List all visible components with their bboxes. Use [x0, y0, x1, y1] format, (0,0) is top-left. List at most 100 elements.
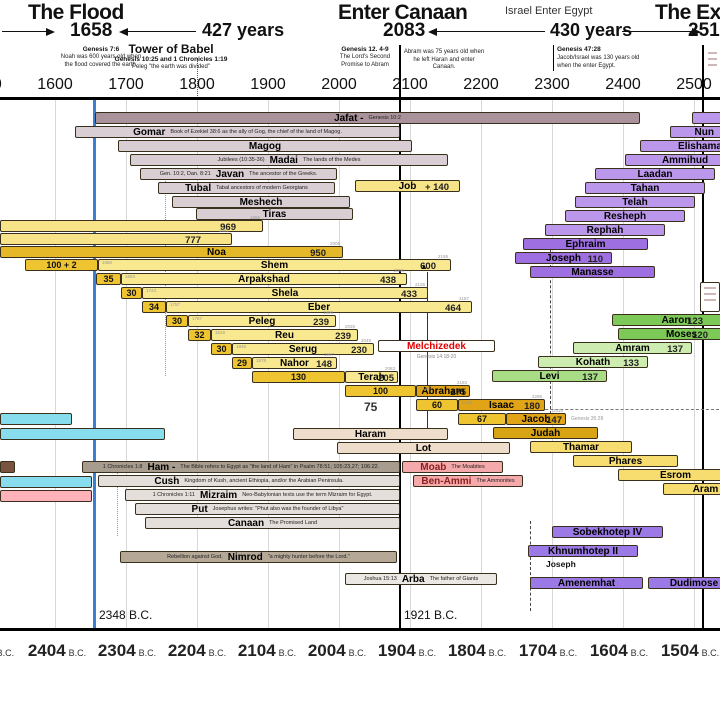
- bar-shem-tiny-start-date: 1660: [102, 260, 113, 265]
- bar-amram-value: 137: [667, 344, 683, 355]
- bar-levi-label: Levi: [539, 370, 560, 382]
- bar-tiras-label: Tiras: [262, 208, 287, 220]
- canaan-note-1: The Lord's Second Promise to Abram: [339, 54, 391, 68]
- bar-ammihud-label: Ammihud: [661, 154, 709, 166]
- bar-mizraim-right-note: Neo-Babylonian texts use the term Mizrai…: [242, 492, 373, 498]
- bar-javan-right-note: The ancestor of the Greeks.: [249, 171, 318, 177]
- bar-arpakshad-tiny-start-date: 1693: [125, 274, 136, 279]
- exodus-arrow: [622, 31, 692, 32]
- bar-reu-label: Reu: [275, 329, 294, 341]
- bar-abraham-value: 175: [450, 387, 466, 398]
- bar-rephah: Rephah: [545, 224, 665, 236]
- canaan-year: 2083: [383, 20, 426, 41]
- bar-nimrod: Rebellion against God. Nimrod "a mighty hu…: [120, 551, 397, 563]
- bar-levi: Levi 137: [492, 370, 607, 383]
- bar-moab-right-note: The Moabites: [451, 464, 485, 470]
- axis-bottom-suffix: B.C.: [418, 648, 437, 658]
- axis-top-tick-2200: 2200: [463, 76, 499, 93]
- bar-mizraim: 1 Chronicles 1:11 Mizraim Neo-Babylonian t…: [125, 489, 400, 501]
- bar-reu-tiny-start-date: 1819: [215, 330, 226, 335]
- bar-dudimose-label: Dudimose: [669, 577, 719, 589]
- bar-shem-label: Shem: [260, 259, 289, 271]
- grid-2100: [410, 100, 411, 628]
- bar-put-right-note: Josephus writes: "Phut also was the foun…: [212, 506, 344, 512]
- bar-reu-tiny-date: 2026: [344, 324, 355, 329]
- bar-mizraim-label: Mizraim: [199, 489, 238, 501]
- flood-arrow-left: [2, 31, 46, 32]
- flood-line: [93, 100, 96, 628]
- grid-2500: [694, 100, 695, 628]
- bar-nun: Nun: [670, 126, 720, 138]
- bar-noa-tiny-date: 2006: [329, 241, 340, 246]
- bar-resheph-label: Resheph: [603, 210, 647, 222]
- bar-terah-label: Terah: [358, 371, 385, 383]
- bar-kohath-label: Kohath: [575, 356, 611, 368]
- bar-terah-value: 205: [378, 373, 394, 384]
- top-axis-line: [0, 97, 720, 100]
- bar-moab: Moab The Moabites: [402, 461, 503, 473]
- axis-bottom-suffix: B.C.: [278, 648, 297, 658]
- axis-bottom-tick-2404: 2404 B.C.: [28, 641, 86, 661]
- bar-canaan-label: Canaan: [227, 517, 265, 529]
- bar-tubal-right-note: Tabal ancestors of modern Georgians: [216, 185, 308, 191]
- bar-jacob-outside-ref: Genesis 35:28: [571, 416, 604, 422]
- bar-shela-tiny-start-date: 1723: [146, 288, 157, 293]
- bar-madai-right-note: The lands of the Medes: [302, 157, 361, 163]
- axis-bottom-suffix: B.C.: [0, 648, 15, 658]
- bar-madai: Jubilees (10:35-36) Madai The lands of the…: [130, 154, 448, 166]
- bar-bar-777: 777 1651: [0, 228, 232, 246]
- bar-isaac-tiny-start-date: 2168: [462, 400, 473, 405]
- bar-tahan: Tahan: [585, 182, 705, 194]
- bar-terah: Terah 205 2083: [345, 366, 398, 384]
- bar-ben-ammi-right-note: The Ammonites: [476, 478, 515, 484]
- bar-khnumhotep-ii: Khnumhotep II: [528, 545, 638, 557]
- bar-shela-label: Shela: [271, 287, 299, 299]
- bar-lot: Lot: [337, 442, 510, 454]
- bar-isaac-tiny-date: 2288: [531, 394, 542, 399]
- grid-1800: [197, 100, 198, 628]
- bar-arba-left-note: Joshua 15:13: [363, 576, 397, 582]
- bar-nahor-age-box: 29: [232, 357, 252, 369]
- bar-melchizedek: Melchizedek Genesis 14:18-20: [378, 340, 495, 360]
- dashed-guide-b: [530, 521, 531, 611]
- bar-bar-777-value: 777: [185, 235, 201, 246]
- bar-bar-969: 969 1656: [0, 215, 263, 233]
- bar-resheph: Resheph: [565, 210, 685, 222]
- bar-jafat-label: Jafat -: [334, 112, 364, 124]
- bar-judah: Judah: [493, 427, 598, 439]
- flood-arrow-right-head: [119, 27, 128, 36]
- bar-elishama: Elishama: [640, 140, 720, 152]
- flood-arrow-left-head: [46, 27, 55, 36]
- bar-thamar-label: Thamar: [562, 441, 600, 453]
- bar-isaac: Isaac 180 2288 2168: [458, 394, 545, 412]
- exodus-year: 2513: [688, 20, 720, 41]
- bar-eber-tiny-date: 2187: [458, 296, 469, 301]
- bar-madai-left-note: Jubilees (10:35-36): [217, 157, 265, 163]
- bar-telah: Telah: [575, 196, 695, 208]
- bar-ben-ammi: Ben-Ammi The Ammonites: [413, 475, 523, 487]
- bar-serug-tiny-start-date: 1849: [236, 344, 247, 349]
- bar-manasse: Manasse: [530, 266, 655, 278]
- bar-peleg-tiny-date: 1996: [322, 310, 333, 315]
- axis-top-tick-2100: 2100: [392, 76, 428, 93]
- bar-jacob-age-box: 67: [458, 413, 506, 425]
- bar-dudimose: Dudimose: [648, 577, 720, 589]
- bar-magog: Magog: [118, 140, 412, 152]
- bar-phares: Phares: [573, 455, 678, 467]
- bar-nahor: Nahor 148 1997 1878: [252, 352, 337, 370]
- bar-abraham-age-box: 100: [345, 385, 416, 397]
- bar-jafat-right-note: Genesis 10:2: [368, 115, 401, 121]
- canaan-title: Enter Canaan: [338, 1, 468, 24]
- bar-nun-label: Nun: [694, 126, 714, 138]
- bar-lot-label: Lot: [415, 442, 432, 454]
- bar-ham: 1 Chronicles 1:8 Ham - The Bible refers to…: [82, 461, 400, 473]
- bar-cyan-stub-1: [0, 413, 72, 425]
- bar-arpakshad-tiny-date: 2096: [393, 268, 404, 273]
- canaan-line: [399, 45, 401, 628]
- bar-shela-tiny-date: 2126: [414, 282, 425, 287]
- bar-jacob-label: Jacob: [521, 413, 551, 425]
- axis-bottom-suffix: B.C.: [68, 648, 87, 658]
- bar-ham-label: Ham -: [147, 461, 176, 473]
- axis-bottom-suffix: B.C.: [488, 648, 507, 658]
- bar-put: Put Josephus writes: "Phut also was the f…: [135, 503, 400, 515]
